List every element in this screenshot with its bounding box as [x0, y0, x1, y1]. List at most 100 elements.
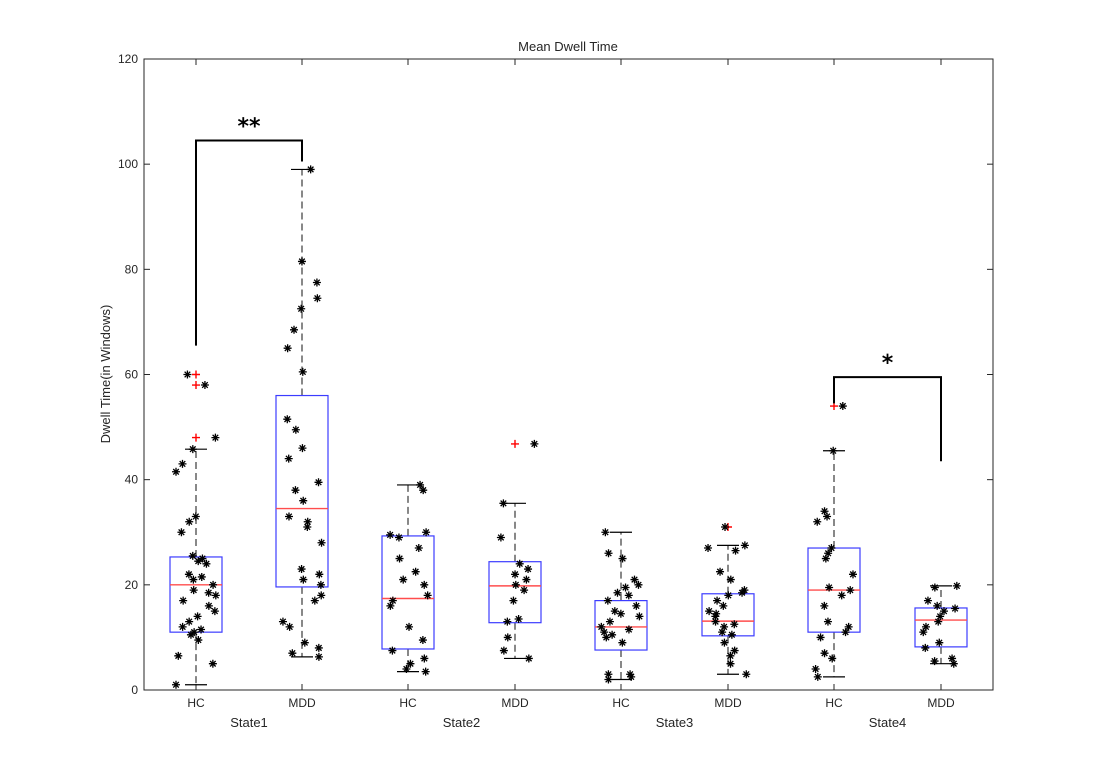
- data-point: [949, 659, 958, 668]
- data-point: [936, 612, 945, 621]
- data-point: [604, 549, 613, 558]
- data-point: [935, 638, 944, 647]
- data-point: [823, 617, 832, 626]
- data-point: [632, 601, 641, 610]
- data-point: [420, 654, 429, 663]
- data-point: [720, 638, 729, 647]
- data-point: [285, 622, 294, 631]
- data-point: [600, 628, 609, 637]
- data-point: [310, 596, 319, 605]
- data-point: [820, 649, 829, 658]
- data-point: [820, 601, 829, 610]
- data-point: [185, 517, 194, 526]
- y-tick-label: 100: [118, 157, 138, 171]
- data-point: [838, 402, 847, 411]
- data-point: [291, 486, 300, 495]
- data-point: [290, 325, 299, 334]
- data-point: [423, 591, 432, 600]
- data-point: [514, 615, 523, 624]
- data-point: [635, 612, 644, 621]
- data-point: [188, 445, 197, 454]
- data-point: [419, 486, 428, 495]
- group-label: State1: [230, 715, 268, 730]
- data-point: [184, 570, 193, 579]
- data-point: [726, 651, 735, 660]
- data-point: [315, 570, 324, 579]
- data-point: [939, 607, 948, 616]
- x-tick-label: MDD: [288, 696, 316, 710]
- data-point: [948, 654, 957, 663]
- x-tick-label: HC: [399, 696, 417, 710]
- data-point: [731, 546, 740, 555]
- data-point: [713, 596, 722, 605]
- data-point: [848, 570, 857, 579]
- data-point: [721, 522, 730, 531]
- data-point: [634, 580, 643, 589]
- data-point: [930, 583, 939, 592]
- data-point: [603, 596, 612, 605]
- iqr-box: [488, 561, 542, 624]
- data-point: [823, 512, 832, 521]
- data-point: [312, 278, 321, 287]
- data-point: [719, 601, 728, 610]
- data-point: [524, 654, 533, 663]
- data-point: [720, 622, 729, 631]
- data-point: [211, 433, 220, 442]
- data-point: [601, 528, 610, 537]
- significance-bracket: *: [833, 351, 942, 462]
- significance-label: **: [237, 115, 261, 140]
- data-point: [524, 565, 533, 574]
- data-point: [211, 591, 220, 600]
- box-state3-mdd: [701, 522, 755, 679]
- data-point: [298, 367, 307, 376]
- data-point: [284, 454, 293, 463]
- box-state1-mdd: [275, 165, 329, 661]
- data-point: [303, 522, 312, 531]
- data-point: [820, 507, 829, 516]
- data-point: [202, 559, 211, 568]
- data-point: [317, 538, 326, 547]
- data-point: [283, 415, 292, 424]
- data-point: [923, 596, 932, 605]
- box-state4-mdd: [914, 581, 968, 668]
- x-tick-label: HC: [612, 696, 630, 710]
- data-point: [934, 617, 943, 626]
- data-point: [841, 628, 850, 637]
- data-point: [711, 612, 720, 621]
- data-point: [618, 554, 627, 563]
- iqr-box: [275, 394, 329, 588]
- data-point: [520, 586, 529, 595]
- group-label: State4: [869, 715, 907, 730]
- data-point: [179, 596, 188, 605]
- data-point: [602, 633, 611, 642]
- data-point: [613, 588, 622, 597]
- data-point: [816, 633, 825, 642]
- data-point: [711, 617, 720, 626]
- data-point: [405, 622, 414, 631]
- data-point: [509, 596, 518, 605]
- iqr-box: [594, 600, 648, 651]
- outlier-marker: [192, 381, 200, 390]
- data-point: [394, 533, 403, 542]
- data-point: [930, 657, 939, 666]
- data-point: [418, 636, 427, 645]
- data-point: [194, 636, 203, 645]
- outlier-marker: [192, 370, 200, 379]
- chart-title: Mean Dwell Time: [518, 39, 618, 54]
- data-point: [414, 544, 423, 553]
- data-point: [190, 628, 199, 637]
- data-point: [496, 533, 505, 542]
- data-point: [178, 622, 187, 631]
- data-point: [827, 544, 836, 553]
- data-point: [283, 344, 292, 353]
- data-point: [921, 622, 930, 631]
- data-point: [191, 512, 200, 521]
- data-point: [189, 586, 198, 595]
- data-point: [522, 575, 531, 584]
- data-point: [742, 670, 751, 679]
- data-point: [511, 580, 520, 589]
- data-point: [291, 425, 300, 434]
- data-point: [174, 651, 183, 660]
- data-point: [386, 530, 395, 539]
- data-point: [824, 549, 833, 558]
